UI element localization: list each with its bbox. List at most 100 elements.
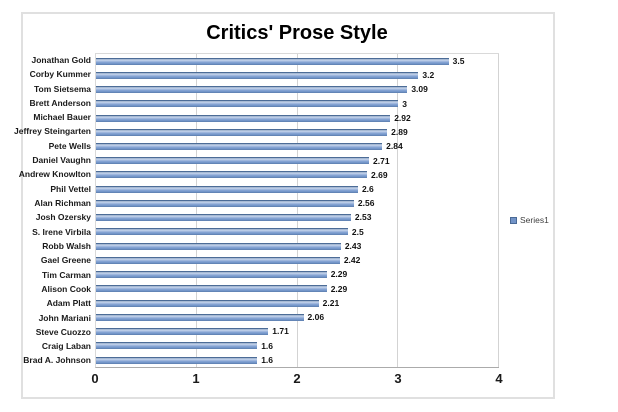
bar xyxy=(96,143,383,151)
value-label: 2.89 xyxy=(391,127,408,138)
category-axis: Jonathan Gold Corby Kummer Tom Sietsema Bre… xyxy=(14,53,92,368)
bar xyxy=(96,185,358,193)
category-label: Jeffrey Steingarten xyxy=(14,126,91,137)
bar xyxy=(96,86,408,94)
category-label: Adam Platt xyxy=(46,298,91,309)
category-label: Pete Wells xyxy=(48,140,91,151)
bar xyxy=(96,114,391,122)
bar xyxy=(96,199,354,207)
bar xyxy=(96,256,340,264)
category-label: Tom Sietsema xyxy=(33,83,91,94)
bar-row: 2.29 xyxy=(96,268,499,282)
value-label: 1.71 xyxy=(272,326,289,337)
bar-row: 1.6 xyxy=(96,353,499,367)
bar xyxy=(96,157,370,165)
bar-row: 3.2 xyxy=(96,68,499,82)
legend: Series1 xyxy=(510,216,549,225)
value-label: 2.71 xyxy=(373,155,390,166)
category-label: Alison Cook xyxy=(41,283,91,294)
bars-area: 3.5 3.2 3.09 3 2.92 2.89 2.84 2.71 2.69 2.6 2.56 2.… xyxy=(96,54,499,367)
bar-row: 2.84 xyxy=(96,139,499,153)
bar-row: 2.69 xyxy=(96,168,499,182)
bar xyxy=(96,285,327,293)
bar-row: 1.71 xyxy=(96,324,499,338)
legend-marker-icon xyxy=(510,216,517,224)
bar xyxy=(96,100,399,108)
value-label: 3.2 xyxy=(422,70,435,81)
bar-row: 2.6 xyxy=(96,182,499,196)
value-label: 2.56 xyxy=(357,198,375,209)
bar xyxy=(96,328,269,336)
bar-row: 2.71 xyxy=(96,154,499,168)
bar-row: 2.92 xyxy=(96,111,499,125)
bar xyxy=(96,71,419,79)
category-label: Andrew Knowlton xyxy=(18,169,91,180)
bar xyxy=(96,214,351,222)
bar xyxy=(96,228,348,236)
x-tick-label: 3 xyxy=(394,371,402,386)
x-tick-label: 2 xyxy=(293,371,301,386)
bar-row: 2.53 xyxy=(96,211,499,225)
bar-row: 2.43 xyxy=(96,239,499,253)
category-label: Alan Richman xyxy=(34,198,91,209)
gridline xyxy=(498,54,499,367)
value-label: 2.06 xyxy=(307,312,325,323)
plot-area: 3.5 3.2 3.09 3 2.92 2.89 2.84 2.71 2.69 2.6 2.56 2.… xyxy=(95,53,499,368)
bar-row: 3.5 xyxy=(96,54,499,68)
value-label: 3.09 xyxy=(411,84,428,95)
bar-row: 2.89 xyxy=(96,125,499,139)
category-label: Craig Laban xyxy=(41,341,91,352)
bar xyxy=(96,342,258,350)
bar-row: 2.06 xyxy=(96,310,499,324)
value-label: 2.43 xyxy=(344,240,362,251)
value-label: 2.5 xyxy=(351,226,364,237)
value-label: 2.29 xyxy=(330,269,348,280)
category-label: S. Irene Virbila xyxy=(32,226,91,237)
category-label: Josh Ozersky xyxy=(35,212,91,223)
x-tick-label: 1 xyxy=(192,371,200,386)
category-label: Jonathan Gold xyxy=(31,54,92,65)
bar-row: 2.21 xyxy=(96,296,499,310)
category-label: Corby Kummer xyxy=(29,69,91,80)
value-label: 2.29 xyxy=(330,283,348,294)
bar xyxy=(96,313,304,321)
value-label: 2.6 xyxy=(361,183,374,194)
category-label: Gael Greene xyxy=(40,255,91,266)
bar-row: 3 xyxy=(96,97,499,111)
value-label: 2.92 xyxy=(394,112,411,123)
bar-row: 2.56 xyxy=(96,196,499,210)
category-label: Tim Carman xyxy=(42,269,91,280)
bar xyxy=(96,128,388,136)
category-label: Steve Cuozzo xyxy=(35,326,91,337)
legend-label: Series1 xyxy=(520,215,549,225)
bar xyxy=(96,171,368,179)
bar xyxy=(96,57,449,65)
category-label: Daniel Vaughn xyxy=(32,155,91,166)
value-label: 1.6 xyxy=(261,354,274,365)
value-label: 3 xyxy=(402,98,407,109)
bar xyxy=(96,242,341,250)
x-tick-label: 0 xyxy=(91,371,99,386)
value-label: 3.5 xyxy=(452,55,465,66)
value-label: 2.53 xyxy=(354,212,372,223)
category-label: Michael Bauer xyxy=(33,112,91,123)
bar-row: 2.29 xyxy=(96,282,499,296)
category-label: Phil Vettel xyxy=(50,183,91,194)
category-label: John Mariani xyxy=(38,312,91,323)
value-label: 2.21 xyxy=(322,297,340,308)
category-label: Brad A. Johnson xyxy=(23,355,91,366)
category-label: Brett Anderson xyxy=(29,97,91,108)
gridline xyxy=(296,54,298,367)
x-tick-label: 4 xyxy=(495,371,503,386)
bar-row: 1.6 xyxy=(96,339,499,353)
category-label: Robb Walsh xyxy=(42,240,91,251)
value-label: 2.69 xyxy=(371,169,388,180)
chart-frame: Critics' Prose Style Jonathan Gold Corby … xyxy=(14,12,555,399)
value-label: 2.42 xyxy=(343,255,361,266)
value-label: 2.84 xyxy=(386,141,403,152)
bar-row: 3.09 xyxy=(96,82,499,96)
bar-row: 2.42 xyxy=(96,253,499,267)
gridline xyxy=(195,54,197,367)
bar xyxy=(96,271,327,279)
value-label: 1.6 xyxy=(261,340,274,351)
